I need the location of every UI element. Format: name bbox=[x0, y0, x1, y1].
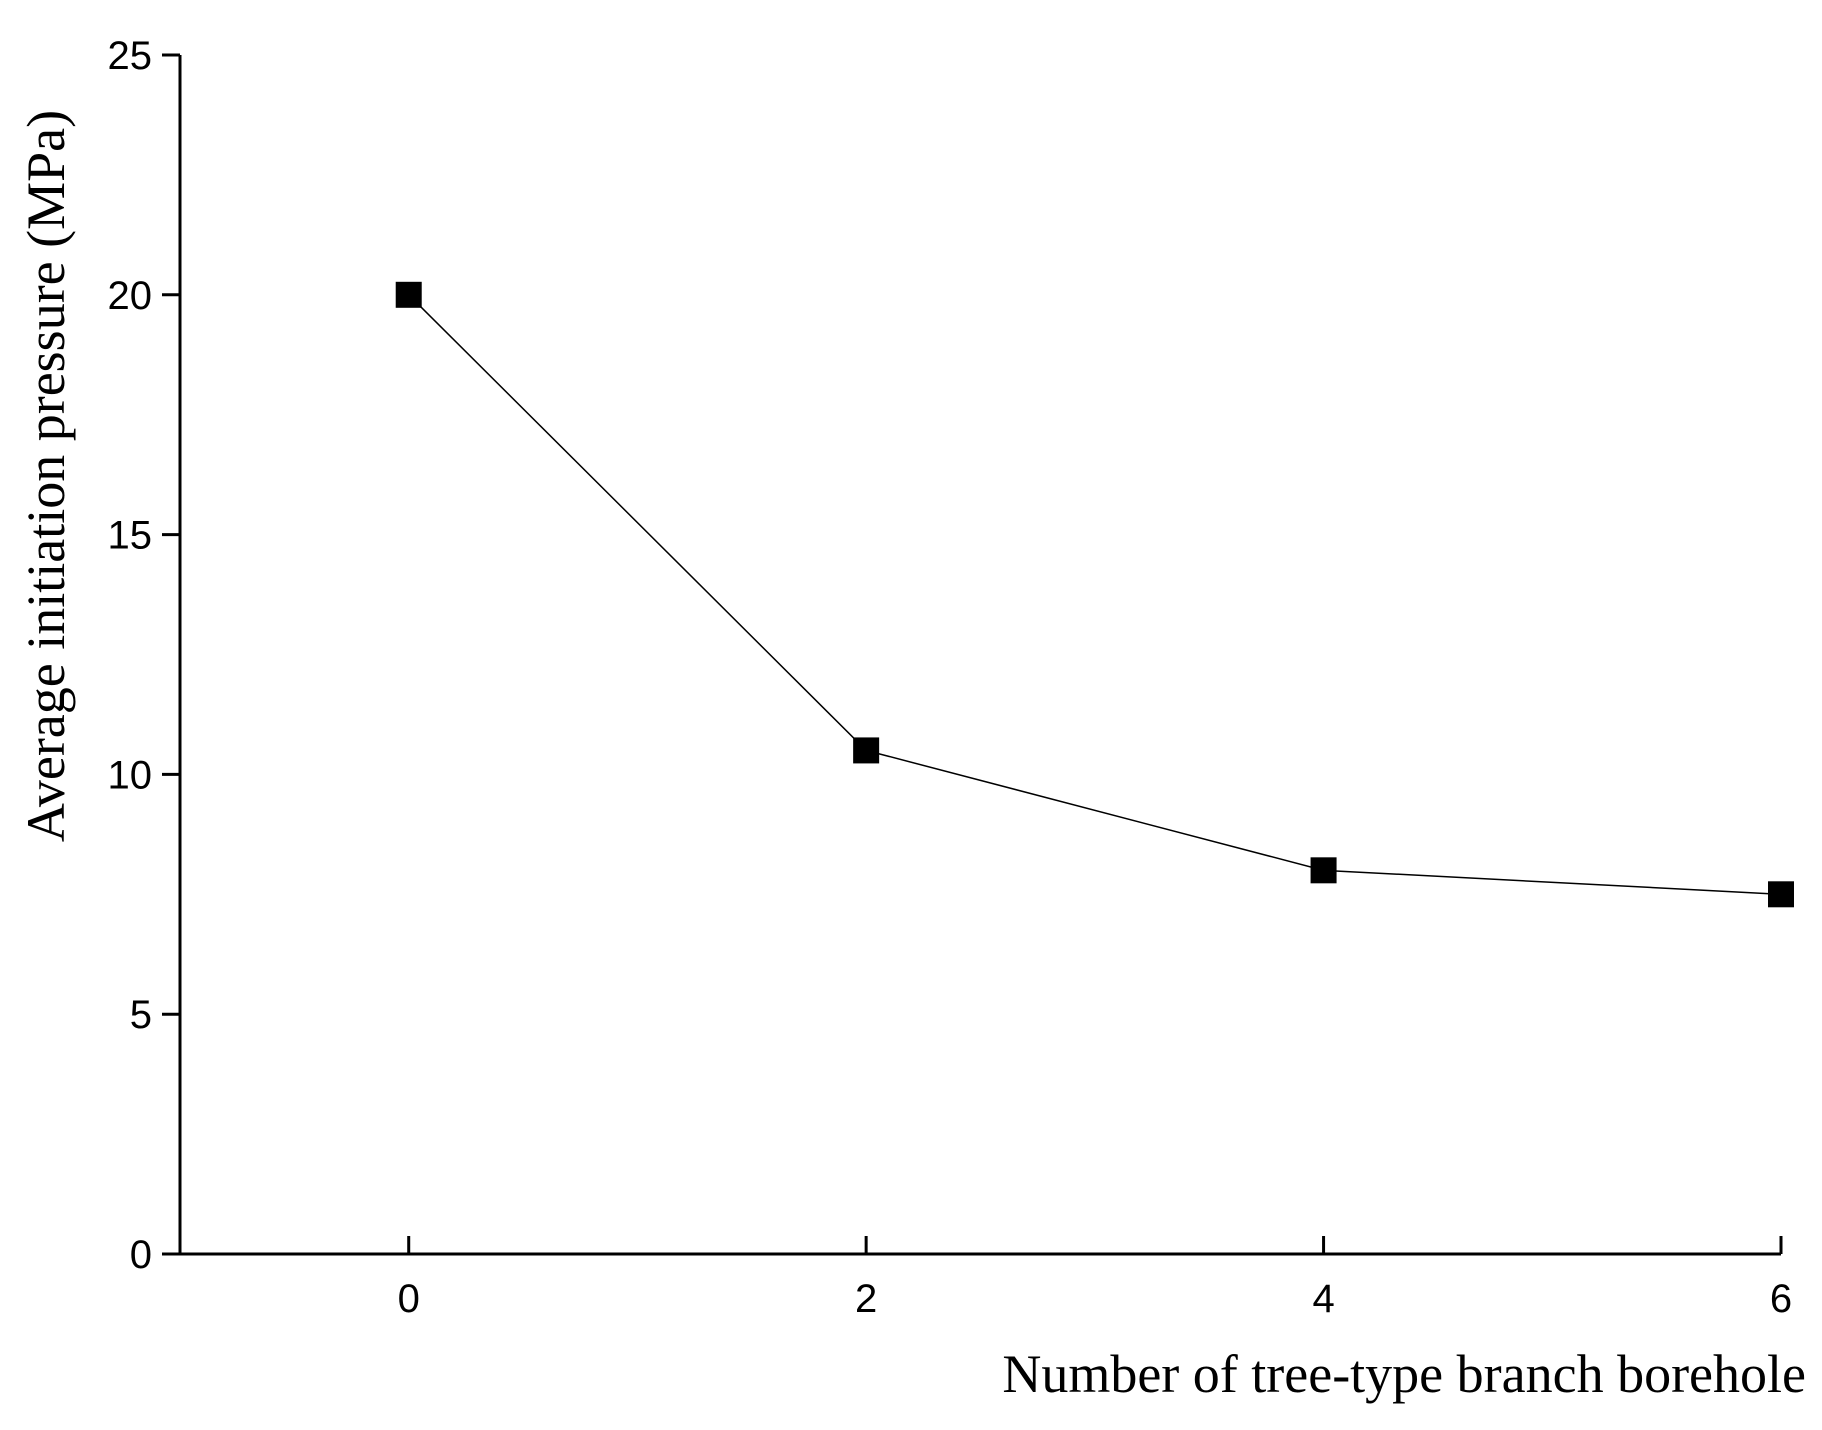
y-tick-label: 20 bbox=[108, 274, 153, 318]
x-tick-label: 0 bbox=[398, 1277, 420, 1321]
x-tick-label: 2 bbox=[855, 1277, 877, 1321]
y-tick-label: 25 bbox=[108, 34, 153, 78]
y-tick-label: 10 bbox=[108, 753, 153, 797]
x-tick-label: 4 bbox=[1312, 1277, 1334, 1321]
marker bbox=[395, 281, 422, 308]
y-tick-label: 15 bbox=[108, 514, 153, 558]
marker bbox=[1310, 857, 1337, 884]
y-axis-label: Average initiation pressure (MPa) bbox=[16, 110, 76, 842]
y-tick-label: 0 bbox=[130, 1233, 152, 1277]
x-axis-label: Number of tree-type branch borehole bbox=[1002, 1344, 1806, 1404]
y-tick-label: 5 bbox=[130, 993, 152, 1037]
x-tick-label: 6 bbox=[1770, 1277, 1792, 1321]
marker bbox=[1768, 881, 1794, 908]
line bbox=[408, 294, 1782, 896]
marker bbox=[853, 737, 880, 764]
